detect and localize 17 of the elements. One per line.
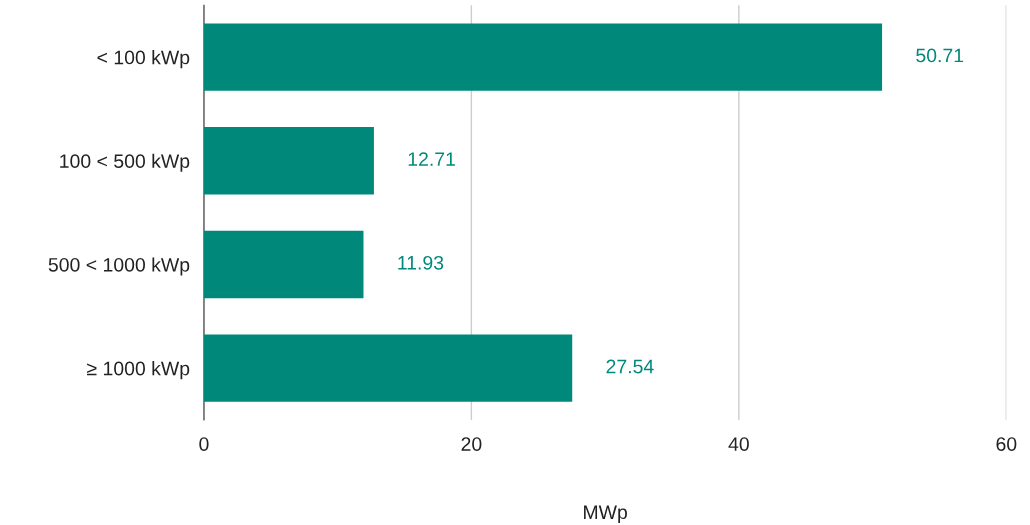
data-label: 50.71	[916, 48, 964, 63]
bar	[203, 23, 883, 91]
x-tick-label: 40	[728, 437, 749, 451]
data-label: 11.93	[398, 255, 444, 270]
data-label: 12.71	[408, 152, 455, 166]
x-axis-title: MWp	[584, 505, 627, 523]
data-label: 27.54	[606, 359, 654, 374]
bar	[203, 230, 364, 299]
x-tick-label: 20	[461, 437, 482, 451]
x-tick-label: 60	[996, 437, 1017, 451]
x-tick-label: 0	[199, 437, 209, 451]
bar	[203, 127, 374, 195]
y-tick-label: ≥ 1000 kWp	[87, 361, 190, 380]
y-tick-label: < 100 kWp	[97, 50, 190, 69]
bar	[203, 334, 573, 402]
y-tick-label: 500 < 1000 kWp	[48, 257, 190, 276]
y-tick-label: 100 < 500 kWp	[60, 153, 190, 172]
